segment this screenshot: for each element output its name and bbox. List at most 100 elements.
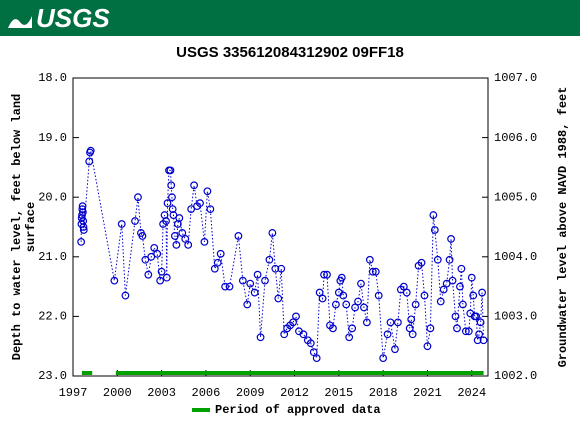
data-point — [329, 324, 337, 333]
data-point — [277, 264, 286, 273]
data-point — [411, 300, 420, 309]
data-point — [337, 273, 346, 282]
data-point — [147, 252, 156, 261]
data-point — [261, 276, 269, 285]
data-point — [225, 282, 234, 291]
data-point — [348, 324, 357, 333]
y-tick-label: 23.0 — [38, 369, 67, 383]
data-point — [200, 237, 209, 246]
data-point — [77, 237, 86, 246]
y2-label: Groundwater level above NAVD 1988, feet — [556, 87, 570, 368]
data-point — [79, 226, 88, 234]
data-point — [178, 229, 187, 237]
data-point — [436, 297, 445, 306]
data-point — [206, 205, 215, 214]
data-point — [362, 318, 371, 327]
y-tick-label: 19.0 — [38, 131, 67, 145]
data-point — [371, 267, 380, 276]
data-point — [458, 300, 467, 309]
data-point — [426, 324, 435, 333]
data-point — [243, 300, 252, 309]
x-tick-label: 2003 — [147, 386, 176, 400]
data-point — [271, 264, 280, 273]
data-point — [461, 327, 470, 336]
data-point — [420, 291, 429, 300]
data-point — [448, 276, 457, 285]
approved-period — [115, 371, 484, 375]
data-point — [399, 282, 408, 291]
data-point — [351, 303, 359, 312]
data-point — [265, 255, 274, 264]
y2-tick-label: 1004.0 — [494, 250, 537, 264]
data-point — [79, 223, 88, 231]
data-point — [163, 199, 172, 208]
chart-title: USGS 335612084312902 09FF18 — [176, 44, 404, 61]
data-point — [144, 270, 153, 279]
data-point — [121, 291, 130, 300]
data-point — [268, 229, 277, 237]
data-point — [445, 255, 454, 264]
data-point — [365, 255, 374, 264]
data-point — [453, 324, 461, 333]
header-bar — [0, 0, 580, 36]
data-point — [315, 288, 324, 297]
data-point — [131, 217, 139, 225]
data-point — [175, 214, 184, 222]
x-tick-label: 2024 — [457, 386, 486, 400]
x-tick-label: 2009 — [236, 386, 265, 400]
x-tick-label: 2012 — [280, 386, 309, 400]
y2-tick-label: 1007.0 — [494, 71, 537, 85]
data-point — [345, 333, 354, 342]
data-point — [213, 258, 222, 267]
y-tick-label: 21.0 — [38, 250, 67, 264]
data-point — [339, 291, 348, 300]
data-point — [85, 157, 94, 166]
y2-tick-label: 1006.0 — [494, 131, 537, 145]
data-point — [172, 240, 181, 249]
data-point — [234, 232, 243, 240]
data-point — [153, 249, 162, 258]
data-point — [354, 297, 362, 306]
data-point — [203, 187, 212, 196]
data-point — [253, 270, 262, 279]
data-point — [168, 193, 176, 202]
data-point — [467, 273, 476, 282]
data-point — [429, 211, 438, 219]
y-tick-label: 22.0 — [38, 310, 67, 324]
data-point — [442, 279, 451, 288]
x-tick-label: 2015 — [324, 386, 353, 400]
data-point — [320, 270, 328, 279]
data-point — [430, 226, 439, 234]
data-point — [433, 255, 442, 264]
logo-text: USGS — [36, 3, 110, 33]
data-point — [464, 327, 473, 336]
y-tick-label: 18.0 — [38, 71, 67, 85]
x-tick-label: 2000 — [103, 386, 132, 400]
data-point — [357, 279, 365, 288]
data-point — [256, 333, 265, 342]
data-point — [190, 181, 199, 190]
data-point — [456, 282, 464, 291]
data-point — [374, 291, 383, 300]
data-point — [402, 288, 411, 297]
data-point — [78, 208, 87, 217]
data-point — [360, 303, 368, 312]
data-point — [479, 336, 488, 345]
y2-tick-label: 1003.0 — [494, 310, 537, 324]
data-point — [323, 270, 331, 279]
data-point — [469, 291, 478, 300]
data-point — [475, 330, 484, 339]
data-point — [167, 181, 176, 190]
data-point — [478, 288, 486, 297]
x-tick-label: 2018 — [369, 386, 398, 400]
y-tick-label: 20.0 — [38, 190, 67, 204]
y-label: surface — [24, 202, 38, 252]
x-tick-label: 1997 — [59, 386, 88, 400]
data-point — [451, 312, 460, 321]
x-tick-label: 2021 — [413, 386, 442, 400]
y-label: Depth to water level, feet below land — [10, 94, 24, 360]
data-point — [292, 312, 300, 321]
data-point — [447, 235, 455, 243]
data-point — [169, 211, 178, 219]
